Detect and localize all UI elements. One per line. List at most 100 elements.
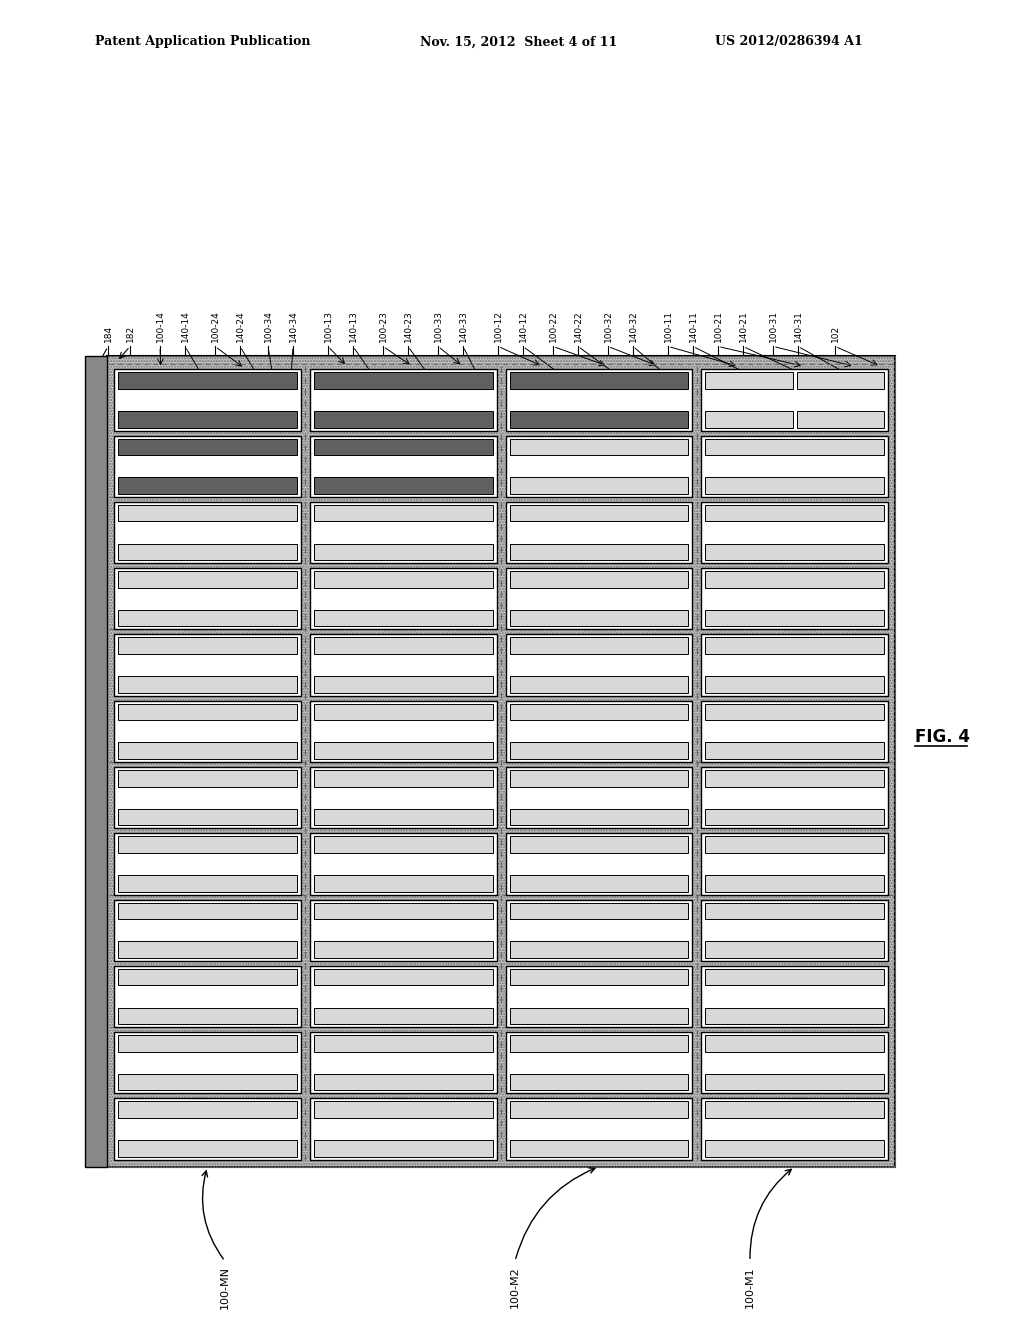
- Bar: [506, 767, 692, 828]
- Bar: [313, 544, 493, 560]
- Bar: [701, 701, 888, 762]
- Bar: [510, 1140, 688, 1156]
- Text: 100-22: 100-22: [549, 310, 557, 342]
- Bar: [510, 704, 688, 721]
- Bar: [510, 1101, 688, 1118]
- Bar: [309, 370, 497, 430]
- Text: 140-31: 140-31: [794, 310, 803, 342]
- Bar: [510, 438, 688, 455]
- Bar: [114, 833, 301, 895]
- Bar: [118, 1140, 297, 1156]
- Bar: [706, 504, 884, 521]
- Text: 140-32: 140-32: [629, 310, 638, 342]
- Bar: [118, 1101, 297, 1118]
- Bar: [106, 356, 895, 1167]
- Bar: [313, 411, 493, 428]
- Bar: [510, 969, 688, 985]
- Text: 100-13: 100-13: [324, 310, 333, 342]
- Bar: [118, 903, 297, 919]
- Text: 100-31: 100-31: [768, 310, 777, 342]
- Bar: [510, 1007, 688, 1024]
- Text: 102: 102: [830, 325, 840, 342]
- Bar: [309, 701, 497, 762]
- Bar: [706, 572, 884, 587]
- Bar: [118, 411, 297, 428]
- Bar: [313, 1035, 493, 1052]
- Bar: [118, 809, 297, 825]
- Bar: [118, 704, 297, 721]
- Text: 100-23: 100-23: [379, 310, 387, 342]
- Text: 100-12: 100-12: [494, 310, 503, 342]
- Bar: [510, 1035, 688, 1052]
- Bar: [701, 833, 888, 895]
- Bar: [118, 875, 297, 891]
- Bar: [701, 370, 888, 430]
- Bar: [706, 411, 793, 428]
- Text: 140-33: 140-33: [459, 310, 468, 342]
- Bar: [118, 372, 297, 389]
- Bar: [701, 966, 888, 1027]
- Text: 140-11: 140-11: [688, 310, 697, 342]
- Bar: [313, 809, 493, 825]
- Bar: [309, 1098, 497, 1160]
- Bar: [309, 1032, 497, 1093]
- Bar: [313, 372, 493, 389]
- Text: 140-14: 140-14: [180, 310, 189, 342]
- Bar: [506, 1032, 692, 1093]
- Bar: [313, 610, 493, 627]
- Bar: [118, 742, 297, 759]
- Bar: [118, 478, 297, 494]
- Bar: [506, 370, 692, 430]
- Bar: [706, 969, 884, 985]
- Bar: [309, 833, 497, 895]
- Bar: [114, 436, 301, 496]
- Bar: [706, 875, 884, 891]
- Bar: [506, 436, 692, 496]
- Bar: [313, 1101, 493, 1118]
- Bar: [510, 411, 688, 428]
- Bar: [313, 770, 493, 787]
- Bar: [313, 638, 493, 653]
- Bar: [706, 742, 884, 759]
- Bar: [114, 370, 301, 430]
- Bar: [510, 809, 688, 825]
- Bar: [313, 704, 493, 721]
- Bar: [114, 568, 301, 630]
- Bar: [114, 899, 301, 961]
- Bar: [313, 572, 493, 587]
- Bar: [118, 941, 297, 958]
- Bar: [706, 438, 884, 455]
- Bar: [706, 1007, 884, 1024]
- Bar: [506, 899, 692, 961]
- Text: 140-13: 140-13: [348, 310, 357, 342]
- Bar: [706, 941, 884, 958]
- Bar: [313, 504, 493, 521]
- Bar: [106, 356, 895, 1167]
- Bar: [701, 1032, 888, 1093]
- Bar: [506, 635, 692, 696]
- Bar: [701, 899, 888, 961]
- Bar: [506, 966, 692, 1027]
- Bar: [114, 1098, 301, 1160]
- Bar: [510, 941, 688, 958]
- Bar: [309, 635, 497, 696]
- Bar: [313, 742, 493, 759]
- Bar: [313, 676, 493, 693]
- Bar: [118, 1007, 297, 1024]
- Bar: [118, 1074, 297, 1090]
- Bar: [706, 610, 884, 627]
- Text: US 2012/0286394 A1: US 2012/0286394 A1: [715, 36, 863, 49]
- Bar: [506, 1098, 692, 1160]
- Bar: [510, 770, 688, 787]
- Text: Nov. 15, 2012  Sheet 4 of 11: Nov. 15, 2012 Sheet 4 of 11: [420, 36, 617, 49]
- Bar: [706, 704, 884, 721]
- Bar: [510, 1074, 688, 1090]
- Bar: [309, 502, 497, 564]
- Bar: [701, 635, 888, 696]
- Bar: [706, 478, 884, 494]
- Bar: [510, 903, 688, 919]
- Bar: [510, 544, 688, 560]
- Text: 140-23: 140-23: [403, 310, 413, 342]
- Bar: [118, 544, 297, 560]
- Bar: [118, 638, 297, 653]
